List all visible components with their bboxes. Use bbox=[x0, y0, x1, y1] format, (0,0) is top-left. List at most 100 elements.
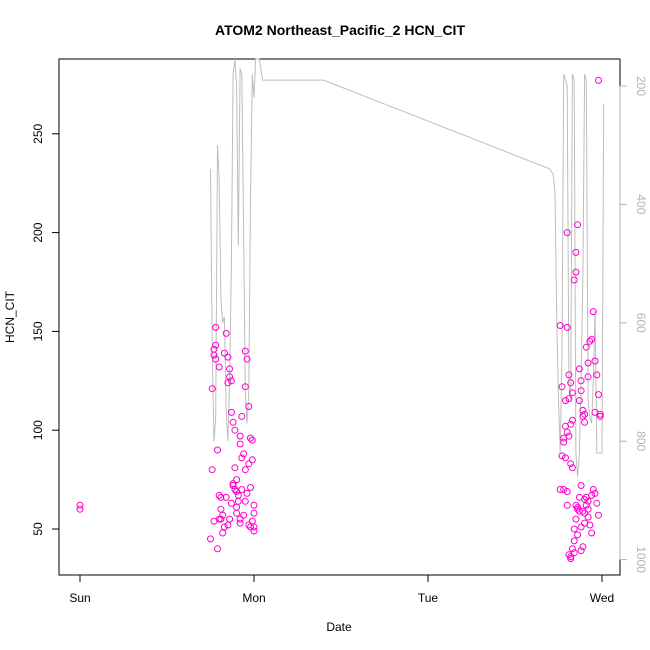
data-point bbox=[579, 406, 587, 414]
data-point bbox=[591, 357, 599, 365]
data-point bbox=[582, 501, 590, 509]
data-point bbox=[227, 377, 235, 385]
x-tick-label: Sun bbox=[69, 591, 90, 605]
data-point bbox=[570, 276, 578, 284]
data-point bbox=[577, 387, 585, 395]
data-point bbox=[591, 408, 599, 416]
data-point bbox=[241, 383, 249, 391]
x-tick-label: Tue bbox=[418, 591, 439, 605]
data-point bbox=[231, 426, 239, 434]
data-point bbox=[584, 373, 592, 381]
data-point bbox=[229, 482, 237, 489]
data-point bbox=[574, 531, 582, 539]
chart-title: ATOM2 Northeast_Pacific_2 HCN_CIT bbox=[215, 22, 465, 38]
data-point bbox=[563, 428, 571, 436]
data-point bbox=[234, 491, 242, 499]
data-point bbox=[231, 464, 239, 472]
data-point bbox=[215, 515, 223, 523]
data-point bbox=[247, 434, 254, 442]
data-point bbox=[560, 438, 568, 446]
data-point bbox=[595, 76, 602, 84]
data-point bbox=[567, 553, 575, 561]
data-point bbox=[577, 547, 585, 555]
data-point bbox=[560, 486, 568, 493]
data-point bbox=[243, 355, 251, 363]
data-point bbox=[572, 268, 580, 276]
data-point bbox=[236, 515, 244, 523]
data-point bbox=[212, 341, 220, 349]
y2-tick-label: 800 bbox=[634, 431, 648, 451]
data-point bbox=[577, 523, 585, 531]
data-point bbox=[563, 229, 571, 237]
data-point bbox=[556, 486, 564, 493]
data-point bbox=[581, 509, 589, 517]
data-point bbox=[570, 525, 578, 533]
data-point bbox=[210, 351, 218, 359]
data-point bbox=[250, 501, 258, 509]
data-point bbox=[563, 501, 571, 509]
data-point bbox=[224, 379, 232, 387]
data-point bbox=[233, 476, 241, 484]
secondary-series-line bbox=[210, 58, 605, 477]
data-point bbox=[236, 519, 244, 527]
data-point bbox=[589, 486, 597, 493]
x-axis-label: Date bbox=[326, 620, 352, 634]
data-point bbox=[568, 464, 576, 472]
data-point bbox=[567, 460, 575, 468]
data-point bbox=[248, 456, 256, 464]
data-point bbox=[245, 460, 253, 468]
data-point bbox=[570, 549, 578, 557]
data-point bbox=[234, 497, 242, 505]
data-point bbox=[208, 466, 216, 474]
data-point bbox=[570, 537, 578, 545]
data-point bbox=[572, 248, 580, 256]
data-point bbox=[245, 403, 253, 410]
data-point bbox=[229, 418, 237, 426]
data-point bbox=[568, 389, 576, 397]
axes: Sun Mon Tue Wed 50 100 150 200 250 200 400 600 800 10… bbox=[31, 76, 648, 605]
data-point bbox=[568, 416, 576, 424]
data-point bbox=[556, 322, 564, 329]
data-point bbox=[236, 432, 244, 440]
data-point bbox=[207, 535, 214, 543]
y2-tick-label: 200 bbox=[634, 76, 648, 96]
data-point bbox=[227, 499, 235, 507]
data-point bbox=[575, 397, 583, 405]
y2-tick-label: 400 bbox=[634, 194, 648, 214]
y-tick-label: 150 bbox=[31, 321, 45, 341]
data-point bbox=[214, 545, 221, 553]
x-tick-label: Wed bbox=[590, 591, 614, 605]
data-point bbox=[241, 466, 249, 474]
data-point bbox=[589, 308, 597, 316]
data-point bbox=[238, 454, 246, 462]
data-point bbox=[250, 509, 258, 517]
data-point bbox=[595, 511, 602, 519]
data-point bbox=[222, 329, 230, 337]
data-point bbox=[241, 497, 249, 505]
data-point bbox=[240, 450, 248, 458]
data-point bbox=[588, 529, 596, 537]
data-point bbox=[236, 440, 244, 448]
y2-tick-label: 1000 bbox=[634, 546, 648, 573]
data-point bbox=[565, 371, 573, 379]
y-tick-label: 250 bbox=[31, 123, 45, 143]
data-point bbox=[233, 503, 241, 511]
data-point bbox=[562, 397, 569, 405]
data-point bbox=[562, 454, 569, 462]
data-point bbox=[584, 497, 592, 505]
data-point bbox=[233, 509, 241, 517]
data-point bbox=[565, 395, 573, 403]
data-point bbox=[596, 412, 604, 420]
data-point bbox=[243, 489, 251, 497]
data-point bbox=[248, 436, 256, 444]
data-point bbox=[586, 337, 594, 345]
data-point bbox=[226, 515, 234, 523]
data-point bbox=[581, 418, 589, 426]
data-point bbox=[588, 335, 596, 343]
data-point bbox=[574, 221, 582, 229]
data-point bbox=[582, 343, 590, 351]
data-point bbox=[214, 446, 221, 454]
data-point bbox=[565, 432, 573, 440]
data-point bbox=[224, 521, 232, 529]
